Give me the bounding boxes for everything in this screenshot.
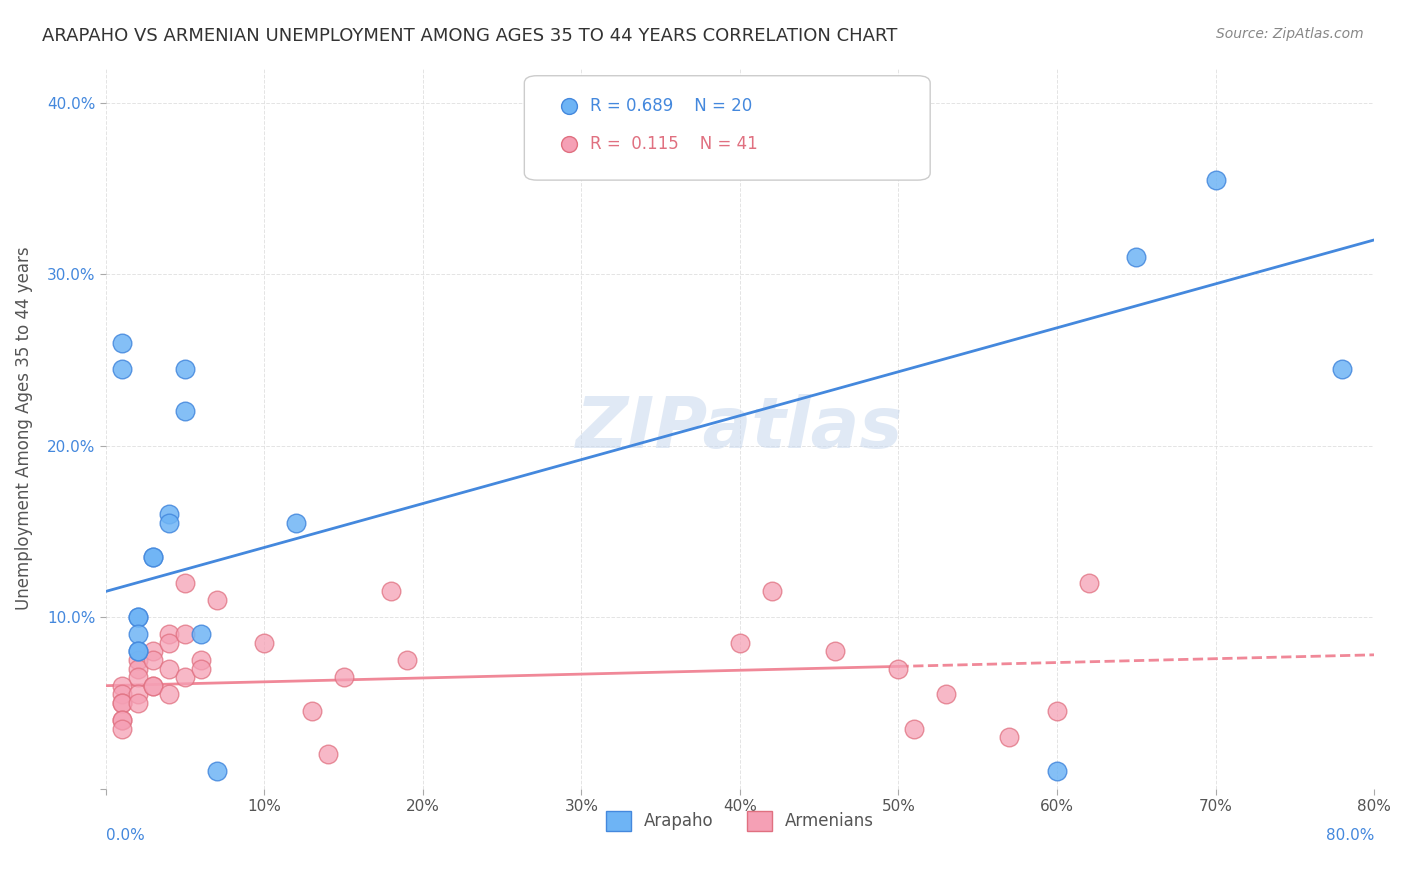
Point xyxy=(157,627,180,641)
Point xyxy=(142,550,165,565)
Point xyxy=(174,404,197,418)
Point xyxy=(111,679,134,693)
Text: ZIPatlas: ZIPatlas xyxy=(576,394,904,463)
Point xyxy=(127,610,149,624)
Point xyxy=(887,661,910,675)
FancyBboxPatch shape xyxy=(524,76,931,180)
Point xyxy=(157,516,180,530)
Point xyxy=(395,653,418,667)
Point xyxy=(127,627,149,641)
Text: 0.0%: 0.0% xyxy=(105,828,145,843)
Point xyxy=(1205,173,1227,187)
Point xyxy=(174,627,197,641)
Point xyxy=(1125,250,1147,264)
Point xyxy=(111,696,134,710)
Point xyxy=(157,636,180,650)
Point xyxy=(157,661,180,675)
Point xyxy=(127,653,149,667)
Point xyxy=(332,670,354,684)
Point xyxy=(111,361,134,376)
Point xyxy=(316,747,339,762)
Point xyxy=(998,730,1021,744)
Point xyxy=(127,644,149,658)
Point xyxy=(157,687,180,701)
Point xyxy=(761,584,783,599)
Point xyxy=(935,687,957,701)
Point xyxy=(903,722,925,736)
Point xyxy=(190,661,212,675)
Point xyxy=(205,593,228,607)
Point xyxy=(253,636,276,650)
Point xyxy=(380,584,402,599)
Point xyxy=(157,508,180,522)
Point xyxy=(190,653,212,667)
Y-axis label: Unemployment Among Ages 35 to 44 years: Unemployment Among Ages 35 to 44 years xyxy=(15,247,32,610)
Text: 80.0%: 80.0% xyxy=(1326,828,1374,843)
Point xyxy=(142,653,165,667)
Point xyxy=(142,644,165,658)
Point xyxy=(174,575,197,590)
Text: Source: ZipAtlas.com: Source: ZipAtlas.com xyxy=(1216,27,1364,41)
Point xyxy=(127,687,149,701)
Point xyxy=(142,679,165,693)
Text: R =  0.115    N = 41: R = 0.115 N = 41 xyxy=(591,135,758,153)
Point xyxy=(285,516,308,530)
Point xyxy=(190,627,212,641)
Point xyxy=(301,705,323,719)
Point xyxy=(127,644,149,658)
Point xyxy=(1331,361,1354,376)
Point xyxy=(1046,764,1069,779)
Point xyxy=(174,361,197,376)
Point xyxy=(111,713,134,727)
Point xyxy=(142,550,165,565)
Point xyxy=(142,679,165,693)
Text: R = 0.689    N = 20: R = 0.689 N = 20 xyxy=(591,97,752,115)
Point xyxy=(127,670,149,684)
Point xyxy=(111,696,134,710)
Point xyxy=(111,687,134,701)
Point xyxy=(127,696,149,710)
Legend: Arapaho, Armenians: Arapaho, Armenians xyxy=(599,805,882,838)
Point xyxy=(728,636,751,650)
Point xyxy=(1077,575,1099,590)
Point xyxy=(111,335,134,350)
Point xyxy=(127,610,149,624)
Point xyxy=(1046,705,1069,719)
Point xyxy=(111,713,134,727)
Point xyxy=(824,644,846,658)
Point xyxy=(174,670,197,684)
Point xyxy=(127,661,149,675)
Point xyxy=(205,764,228,779)
Point xyxy=(111,722,134,736)
Text: ARAPAHO VS ARMENIAN UNEMPLOYMENT AMONG AGES 35 TO 44 YEARS CORRELATION CHART: ARAPAHO VS ARMENIAN UNEMPLOYMENT AMONG A… xyxy=(42,27,897,45)
